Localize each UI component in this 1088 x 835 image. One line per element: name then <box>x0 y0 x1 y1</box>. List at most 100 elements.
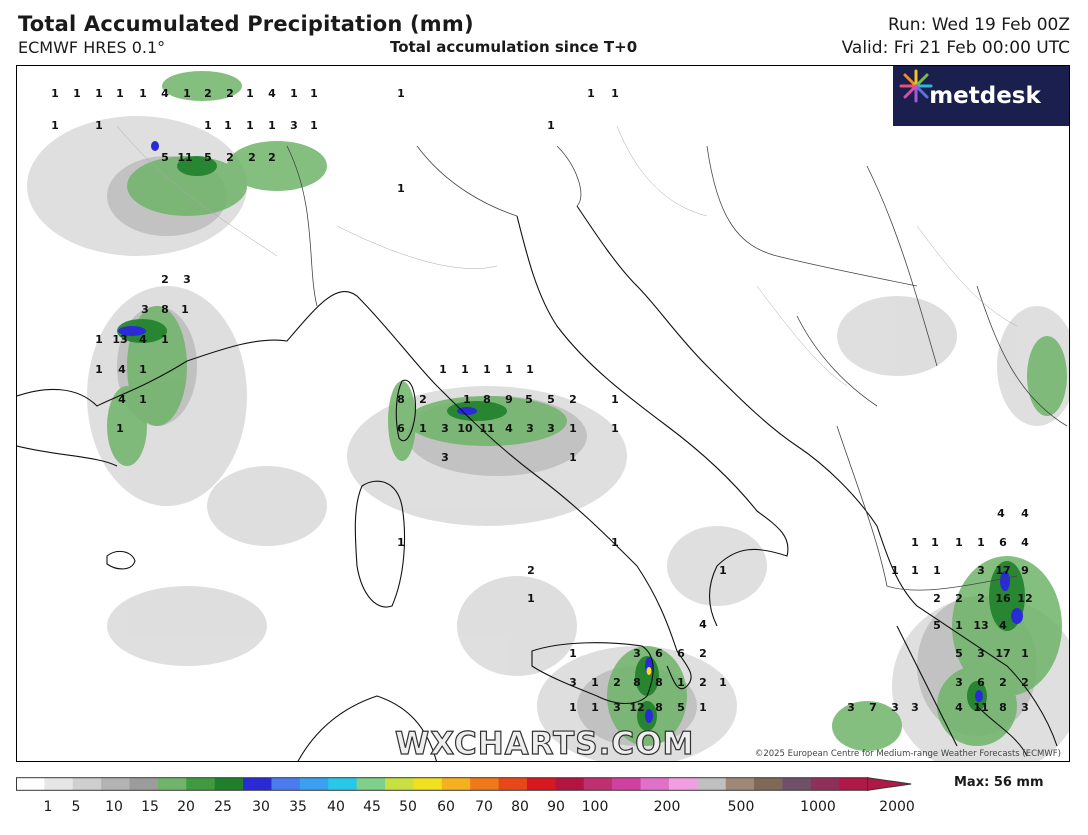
precip-value: 1 <box>290 87 298 100</box>
precip-value: 1 <box>268 119 276 132</box>
colorbar-cell <box>243 777 272 791</box>
precip-value: 1 <box>977 536 985 549</box>
colorbar-tick-label: 100 <box>581 799 609 815</box>
colorbar-tick-label: 1000 <box>800 799 836 815</box>
precip-value: 1 <box>116 87 124 100</box>
precip-value: 2 <box>699 647 707 660</box>
model-label: ECMWF HRES 0.1° <box>18 38 166 57</box>
colorbar-cell <box>612 777 641 791</box>
precip-value: 1 <box>181 303 189 316</box>
colorbar-tick-label: 50 <box>399 799 417 815</box>
colorbar-cell <box>16 777 45 791</box>
precip-value: 3 <box>977 564 985 577</box>
precip-value: 2 <box>161 273 169 286</box>
precip-value: 1 <box>569 701 577 714</box>
precip-value: 3 <box>441 451 449 464</box>
colorbar-tick-label: 40 <box>327 799 345 815</box>
precip-value: 1 <box>933 564 941 577</box>
precip-value: 4 <box>1021 536 1029 549</box>
precip-value: 1 <box>463 393 471 406</box>
precip-value: 1 <box>95 87 103 100</box>
colorbar-cell <box>782 777 812 791</box>
colorbar-cell <box>810 777 840 791</box>
precip-value: 3 <box>633 647 641 660</box>
precip-value: 1 <box>699 701 707 714</box>
metdesk-logo-text: metdesk <box>929 83 1041 109</box>
colorbar-cell <box>668 777 698 791</box>
precip-value: 3 <box>891 701 899 714</box>
precip-value: 2 <box>419 393 427 406</box>
precip-value: 1 <box>51 87 59 100</box>
precip-value: 1 <box>461 363 469 376</box>
precip-value: 1 <box>183 87 191 100</box>
precip-value: 4 <box>699 618 707 631</box>
precip-value: 2 <box>268 151 276 164</box>
precip-value: 2 <box>699 676 707 689</box>
precip-value: 5 <box>933 619 941 632</box>
precip-value: 6 <box>397 422 405 435</box>
colorbar-tick-label: 25 <box>214 799 232 815</box>
colorbar-cell <box>72 777 102 791</box>
precip-value: 1 <box>1021 647 1029 660</box>
precip-value: 4 <box>505 422 513 435</box>
precip-value: 16 <box>995 592 1011 605</box>
precip-value: 1 <box>483 363 491 376</box>
precip-value: 1 <box>911 564 919 577</box>
precip-value: 12 <box>629 701 644 714</box>
precip-value: 3 <box>441 422 449 435</box>
colorbar-tick-label: 1 <box>43 799 53 815</box>
colorbar-tick-label: 15 <box>141 799 159 815</box>
colorbar-cell <box>271 777 301 791</box>
precip-value: 1 <box>569 451 577 464</box>
precip-value: 6 <box>999 536 1007 549</box>
precip-value: 3 <box>911 701 919 714</box>
precip-value: 1 <box>587 87 595 100</box>
precip-value: 8 <box>483 393 491 406</box>
wxcharts-watermark: WXCHARTS.COM <box>394 725 695 762</box>
precip-value: 1 <box>719 564 727 577</box>
precip-value: 9 <box>505 393 513 406</box>
precip-value: 8 <box>655 701 663 714</box>
chart-title: Total Accumulated Precipitation (mm) <box>18 12 474 36</box>
precip-value: 2 <box>248 151 256 164</box>
colorbar-max-arrow <box>867 777 912 791</box>
precip-value: 5 <box>204 151 212 164</box>
precip-value: 1 <box>591 701 599 714</box>
precip-value: 6 <box>677 647 685 660</box>
precip-value: 3 <box>183 273 191 286</box>
colorbar-cell <box>299 777 329 791</box>
precip-value: 4 <box>1021 507 1029 520</box>
precip-value: 1 <box>95 119 103 132</box>
precip-value: 5 <box>547 393 555 406</box>
precip-value: 4 <box>118 393 126 406</box>
precip-value: 1 <box>116 422 124 435</box>
precip-value: 7 <box>869 701 877 714</box>
precip-value: 1 <box>955 619 963 632</box>
precip-value: 1 <box>505 363 513 376</box>
precip-value: 1 <box>139 393 147 406</box>
precip-value: 1 <box>611 536 619 549</box>
metdesk-logo-icon <box>899 69 933 103</box>
precip-value: 8 <box>161 303 169 316</box>
precip-value: 2 <box>999 676 1007 689</box>
precip-value: 1 <box>569 647 577 660</box>
precip-value: 1 <box>246 119 254 132</box>
precip-value: 2 <box>933 592 941 605</box>
max-value-label: Max: 56 mm <box>954 775 1044 790</box>
precip-value: 1 <box>95 333 103 346</box>
colorbar-cell <box>725 777 755 791</box>
colorbar-cell <box>44 777 74 791</box>
precip-value: 1 <box>139 363 147 376</box>
precip-value: 1 <box>611 422 619 435</box>
precip-value: 1 <box>397 536 405 549</box>
colorbar-tick-label: 90 <box>547 799 565 815</box>
precip-value: 2 <box>569 393 577 406</box>
accumulation-label: Total accumulation since T+0 <box>390 38 638 56</box>
colorbar-tick-label: 45 <box>363 799 381 815</box>
colorbar-cell <box>413 777 443 791</box>
colorbar-cell <box>186 777 216 791</box>
precip-value: 13 <box>973 619 988 632</box>
coastlines <box>17 205 1058 761</box>
